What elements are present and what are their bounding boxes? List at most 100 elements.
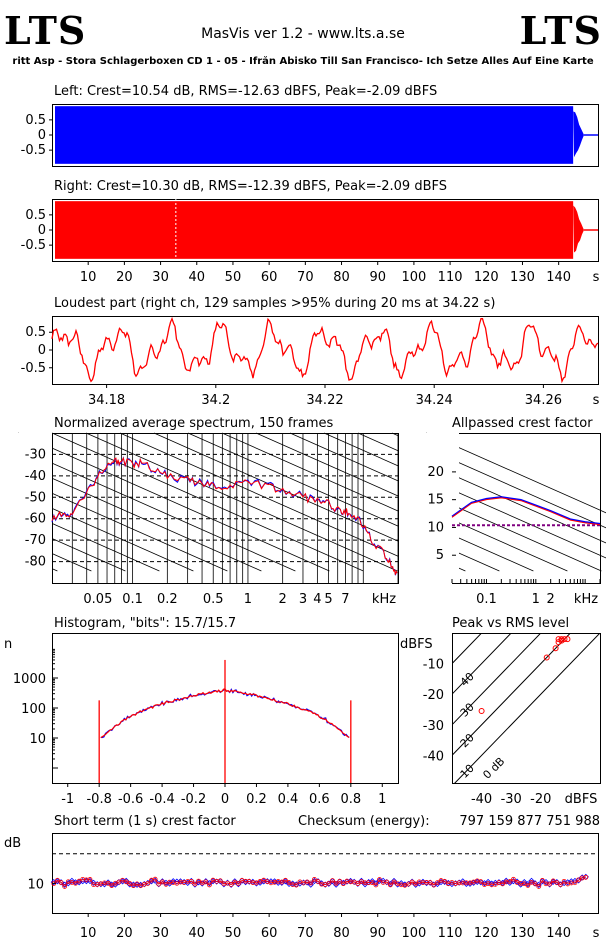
short-term-right-point — [554, 880, 560, 886]
left-wave-body — [55, 106, 574, 164]
loudest-ytick: -0.5 — [21, 361, 46, 376]
spectrum-ytick: -80 — [25, 555, 46, 570]
left-waveform — [55, 106, 598, 164]
time-tick: 140 — [546, 270, 571, 285]
histogram-xtick: 1 — [378, 792, 386, 807]
short-term-xtick: 40 — [188, 926, 205, 941]
peak-rms-ytick: -20 — [423, 688, 444, 703]
short-term-right-point — [228, 882, 234, 887]
peak-rms-ylabel: dBFS — [400, 637, 433, 652]
histogram-xtick: -0.8 — [86, 792, 111, 807]
short-term-xtick: 100 — [401, 926, 426, 941]
short-term-right-point — [196, 878, 201, 884]
spectrum-title: Normalized average spectrum, 150 frames — [54, 416, 333, 431]
short-term-ytick: 10 — [27, 877, 44, 892]
spectrum-slope — [85, 432, 398, 572]
loudest-tick: 34.2 — [201, 393, 230, 408]
short-term-left-line — [53, 876, 586, 886]
histogram-ytick: 10 — [29, 732, 46, 747]
right-waveform — [55, 199, 598, 261]
spectrum-ytick: -60 — [25, 512, 46, 527]
peak-rms-ytick: -30 — [423, 719, 444, 734]
short-term-xtick: 10 — [80, 926, 97, 941]
histogram-xtick: 0.4 — [278, 792, 299, 807]
histogram-ylabel: n — [4, 637, 12, 652]
histogram-xtick: 0.6 — [309, 792, 330, 807]
peak-rms-xtick: -30 — [501, 792, 522, 807]
histogram-ytick: 100 — [21, 702, 46, 717]
crest-diagonal — [452, 633, 542, 726]
spectrum-xtick: 1 — [244, 592, 252, 607]
short-term-left-point — [434, 880, 441, 888]
short-term-xtick: 50 — [225, 926, 242, 941]
histogram-xtick: -0.6 — [118, 792, 143, 807]
loudest-tick: 34.22 — [306, 393, 343, 408]
peak-rms-point — [561, 636, 568, 643]
short-term-right-point — [442, 878, 448, 884]
peak-rms-point — [564, 636, 571, 643]
short-term-right-point — [576, 877, 581, 883]
spectrum-xtick: 4 — [313, 592, 321, 607]
crest-diagonal — [452, 633, 512, 695]
time-tick: 30 — [152, 270, 169, 285]
short-term-left-point — [206, 880, 213, 887]
peak-rms-point — [552, 645, 559, 652]
short-term-right-point — [330, 878, 335, 883]
crest-line-label: 10 — [458, 762, 477, 781]
short-term-xtick: 130 — [510, 926, 535, 941]
short-term-right-point — [340, 881, 346, 887]
allpassed-xtick: kHz — [574, 592, 598, 607]
time-tick: 10 — [80, 270, 97, 285]
short-term-right-point — [326, 880, 332, 886]
time-tick: 80 — [333, 270, 350, 285]
loudest-part-title: Loudest part (right ch, 129 samples >95%… — [54, 296, 495, 311]
track-title: ritt Asp - Stora Schlagerboxen CD 1 - 05… — [12, 56, 594, 67]
peak-rms-point — [543, 654, 550, 661]
crest-line-label: 20 — [458, 731, 477, 750]
loudest-tick: s — [593, 393, 600, 408]
loudest-tick: 34.24 — [416, 393, 453, 408]
peak-rms-xlabel: dBFS — [565, 792, 598, 807]
time-tick: 130 — [510, 270, 535, 285]
short-term-right-point — [315, 879, 321, 884]
short-term-title: Short term (1 s) crest factor — [54, 814, 236, 829]
short-term-ylabel: dB — [4, 836, 21, 851]
short-term-right-point — [500, 881, 505, 887]
spectrum-xtick: 0.1 — [122, 592, 143, 607]
checksum-value: 797 159 877 751 988 — [459, 814, 600, 829]
spectrum-slope — [357, 432, 606, 544]
allpassed-ytick: 5 — [436, 548, 444, 563]
peak-rms-ytick: -10 — [423, 658, 444, 673]
short-term-frame — [52, 833, 599, 914]
short-term-xtick: 80 — [333, 926, 350, 941]
short-term-right-point — [55, 877, 60, 883]
right-wave-body — [55, 201, 574, 259]
allpassed-xtick: 1 — [532, 592, 540, 607]
spectrum-ytick: -30 — [25, 447, 46, 462]
left-ytick: 0 — [38, 128, 46, 143]
short-term-left-point — [260, 878, 267, 885]
logo-right: LTS — [519, 8, 602, 53]
spectrum-mask — [0, 433, 52, 583]
loudest-series — [51, 316, 599, 384]
spectrum-slope — [119, 432, 432, 572]
spectrum-xtick: 7 — [341, 592, 349, 607]
short-term-xtick: 120 — [474, 926, 499, 941]
time-tick: 50 — [225, 270, 242, 285]
allpassed-ytick: 10 — [427, 520, 444, 535]
spectrum-xtick: 0.5 — [203, 592, 224, 607]
short-term-xtick: 20 — [116, 926, 133, 941]
peak-rms-point — [558, 637, 565, 644]
spectrum-xtick: kHz — [372, 592, 396, 607]
short-term-xtick: 110 — [438, 926, 463, 941]
histogram-title: Histogram, "bits": 15.7/15.7 — [54, 616, 236, 631]
histogram-xtick: -1 — [61, 792, 74, 807]
short-term-right-point — [58, 880, 64, 885]
histogram-xtick: 0.8 — [340, 792, 361, 807]
crest-diagonal — [452, 633, 572, 757]
short-term-right-point — [558, 882, 563, 888]
right-waveform-frame — [52, 199, 599, 262]
spectrum-ytick: -40 — [25, 469, 46, 484]
histogram-ytick: 1000 — [13, 672, 46, 687]
short-term-right-point — [525, 883, 531, 888]
